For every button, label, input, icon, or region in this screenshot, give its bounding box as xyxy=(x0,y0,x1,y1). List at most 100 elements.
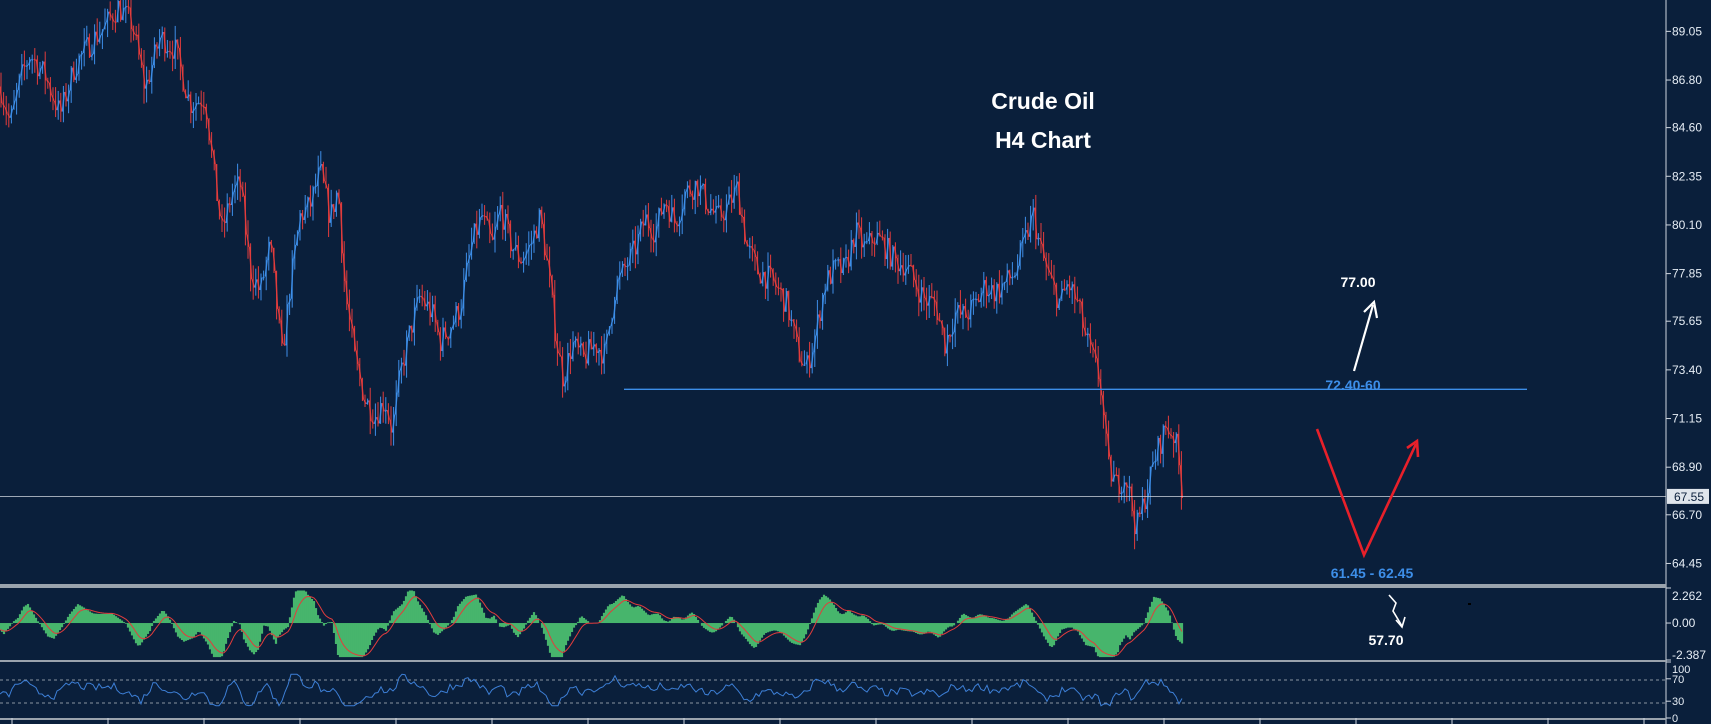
candle-body xyxy=(852,239,856,248)
candle-body xyxy=(984,280,988,297)
price-tick-label: 77.85 xyxy=(1672,267,1702,281)
candle-body xyxy=(940,320,944,329)
candle-body xyxy=(436,322,440,333)
candle-body xyxy=(394,392,398,415)
candle-body xyxy=(854,222,858,247)
candle-body xyxy=(893,246,897,259)
candle-body xyxy=(337,192,341,204)
candle-body xyxy=(1003,281,1006,285)
candle-body xyxy=(774,280,778,288)
candle-body xyxy=(165,50,169,54)
candle-body xyxy=(1091,344,1095,351)
price-tick-label: 84.60 xyxy=(1672,121,1702,135)
candle-body xyxy=(745,241,749,247)
candle-body xyxy=(997,283,1001,298)
candle-body xyxy=(1068,284,1072,291)
candle-body xyxy=(217,200,221,217)
candle-body xyxy=(386,409,390,420)
rsi-tick-label: 30 xyxy=(1672,696,1684,708)
candle-body xyxy=(1125,482,1129,488)
candle-body xyxy=(405,337,409,366)
candle-body xyxy=(93,31,97,54)
candle-body xyxy=(1018,243,1022,266)
candle-body xyxy=(1138,512,1142,515)
candle-body xyxy=(418,295,421,298)
candle-body xyxy=(659,208,663,215)
candle-body xyxy=(995,283,999,302)
candle-body xyxy=(649,228,653,239)
candle-body xyxy=(945,334,949,354)
candle-body xyxy=(431,304,435,318)
candle-body xyxy=(587,339,591,364)
candle-body xyxy=(826,270,830,290)
candle-body xyxy=(737,181,741,215)
candle-body xyxy=(480,214,484,218)
candle-body xyxy=(0,86,3,104)
candle-body xyxy=(706,208,710,214)
candle-body xyxy=(787,291,791,321)
candle-body xyxy=(238,176,242,188)
candle-body xyxy=(857,222,861,228)
candle-body xyxy=(724,204,728,221)
candle-body xyxy=(373,417,377,424)
candle-body xyxy=(535,230,539,239)
candle-body xyxy=(220,215,224,221)
candle-body xyxy=(319,163,323,168)
candle-body xyxy=(485,215,489,221)
candle-body xyxy=(347,304,351,320)
candle-body xyxy=(766,265,770,289)
price-axis: 89.05 86.80 84.60 82.35 80.10 77.85 75.65 73.40… xyxy=(1665,0,1709,724)
candle-body xyxy=(259,277,263,291)
candle-body xyxy=(1034,207,1038,240)
candle-body xyxy=(28,59,32,66)
candle-body xyxy=(912,265,916,281)
candle-body xyxy=(67,90,71,102)
candle-body xyxy=(171,52,175,59)
candle-body xyxy=(696,181,700,197)
candle-body xyxy=(641,221,645,226)
candle-body xyxy=(581,343,585,355)
candle-body xyxy=(17,75,21,91)
candle-body xyxy=(1065,284,1069,290)
candle-body xyxy=(451,322,455,329)
candle-body xyxy=(769,265,773,270)
candle-body xyxy=(761,272,765,284)
candle-body xyxy=(1099,379,1103,396)
candle-body xyxy=(808,355,812,369)
candle-body xyxy=(366,400,370,405)
candle-body xyxy=(54,100,58,111)
candle-body xyxy=(1122,482,1126,493)
candle-body xyxy=(553,294,557,342)
candle-body xyxy=(953,312,957,333)
candle-body xyxy=(329,204,333,223)
candle-body xyxy=(922,287,926,299)
candle-body xyxy=(1073,284,1077,300)
candle-body xyxy=(878,232,882,237)
price-tick-label: 64.45 xyxy=(1672,556,1702,570)
candle-body xyxy=(837,259,840,261)
candle-body xyxy=(964,306,968,318)
candle-body xyxy=(615,279,619,301)
candle-body xyxy=(428,301,432,318)
candle-body xyxy=(935,301,939,320)
candle-body xyxy=(15,89,19,101)
candle-body xyxy=(763,272,767,289)
candle-body xyxy=(1140,498,1144,515)
candle-body xyxy=(914,279,918,290)
candle-body xyxy=(537,209,541,239)
candle-body xyxy=(904,268,908,276)
candle-body xyxy=(121,7,125,20)
candle-body xyxy=(1133,511,1137,535)
candle-body xyxy=(735,181,739,188)
candle-body xyxy=(860,227,864,248)
candle-body xyxy=(90,53,94,58)
candle-body xyxy=(909,264,913,268)
candle-body xyxy=(178,47,182,67)
candle-body xyxy=(176,39,180,49)
candle-body xyxy=(282,342,286,346)
candle-body xyxy=(951,332,955,337)
candle-body xyxy=(2,102,6,108)
candle-body xyxy=(95,31,99,42)
